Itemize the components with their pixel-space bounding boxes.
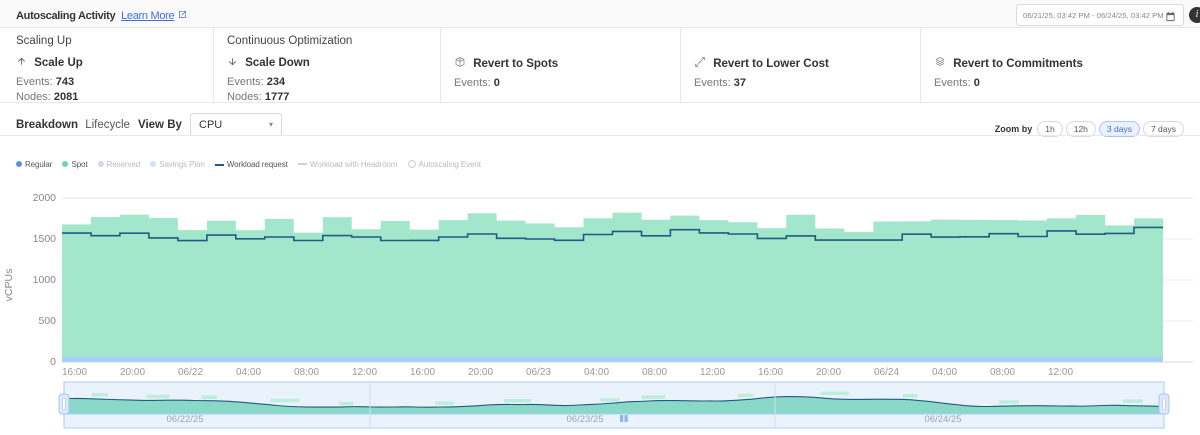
svg-text:12:00: 12:00 bbox=[700, 367, 725, 377]
svg-text:16:00: 16:00 bbox=[62, 367, 87, 377]
svg-text:20:00: 20:00 bbox=[120, 367, 145, 377]
svg-text:06/24/25: 06/24/25 bbox=[925, 414, 962, 425]
svg-text:08:00: 08:00 bbox=[642, 367, 667, 377]
svg-text:1000: 1000 bbox=[33, 274, 57, 286]
svg-text:06/24: 06/24 bbox=[874, 367, 899, 377]
svg-text:1500: 1500 bbox=[33, 233, 57, 245]
svg-text:06/22/25: 06/22/25 bbox=[167, 414, 204, 425]
svg-text:vCPUs: vCPUs bbox=[3, 269, 15, 302]
svg-text:0: 0 bbox=[50, 356, 56, 368]
svg-text:500: 500 bbox=[38, 315, 56, 327]
svg-text:04:00: 04:00 bbox=[932, 367, 957, 377]
svg-text:20:00: 20:00 bbox=[816, 367, 841, 377]
svg-text:12:00: 12:00 bbox=[1048, 367, 1073, 377]
svg-text:20:00: 20:00 bbox=[468, 367, 493, 377]
svg-text:04:00: 04:00 bbox=[236, 367, 261, 377]
svg-text:08:00: 08:00 bbox=[294, 367, 319, 377]
svg-text:08:00: 08:00 bbox=[990, 367, 1015, 377]
svg-text:16:00: 16:00 bbox=[758, 367, 783, 377]
svg-text:06/22: 06/22 bbox=[178, 367, 203, 377]
svg-text:06/23: 06/23 bbox=[526, 367, 551, 377]
svg-text:12:00: 12:00 bbox=[352, 367, 377, 377]
svg-text:2000: 2000 bbox=[33, 192, 57, 204]
svg-text:04:00: 04:00 bbox=[584, 367, 609, 377]
svg-text:06/23/25: 06/23/25 bbox=[567, 414, 604, 425]
svg-text:16:00: 16:00 bbox=[410, 367, 435, 377]
